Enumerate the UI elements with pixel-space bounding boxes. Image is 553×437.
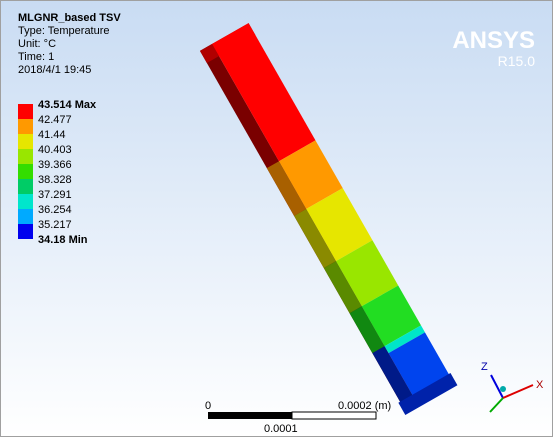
legend-label: 38.328 xyxy=(38,174,72,186)
legend-swatch xyxy=(18,179,33,194)
header-line: Type: Temperature xyxy=(18,25,110,37)
legend-swatch xyxy=(18,224,33,239)
legend-swatch xyxy=(18,194,33,209)
legend-label: 35.217 xyxy=(38,219,72,231)
header-line: Unit: °C xyxy=(18,38,56,50)
legend-swatch xyxy=(18,209,33,224)
legend-label: 41.44 xyxy=(38,129,66,141)
legend-label: 40.403 xyxy=(38,144,72,156)
scale-start: 0 xyxy=(205,400,211,412)
header-line: 2018/4/1 19:45 xyxy=(18,64,91,76)
legend-swatch xyxy=(18,149,33,164)
scale-middle: 0.0001 xyxy=(264,423,298,435)
legend-label: 42.477 xyxy=(38,114,72,126)
scale-bar xyxy=(208,412,292,419)
axis-z: Z xyxy=(481,361,488,373)
viewport: MLGNR_based TSV Type: Temperature Unit: … xyxy=(0,0,553,437)
legend-label: 37.291 xyxy=(38,189,72,201)
scale-bar xyxy=(292,412,376,419)
legend-label: 34.18 Min xyxy=(38,234,88,246)
axis-x: X xyxy=(536,379,544,391)
legend-swatch xyxy=(18,164,33,179)
header-line: Time: 1 xyxy=(18,51,54,63)
legend-label: 43.514 Max xyxy=(38,99,97,111)
legend-swatch xyxy=(18,104,33,119)
logo-version: R15.0 xyxy=(498,53,536,69)
legend-label: 39.366 xyxy=(38,159,72,171)
result-title: MLGNR_based TSV xyxy=(18,12,121,24)
logo-name: ANSYS xyxy=(452,27,535,54)
legend-swatch xyxy=(18,119,33,134)
legend-swatch xyxy=(18,134,33,149)
legend-label: 36.254 xyxy=(38,204,72,216)
scale-end: 0.0002 (m) xyxy=(338,400,391,412)
